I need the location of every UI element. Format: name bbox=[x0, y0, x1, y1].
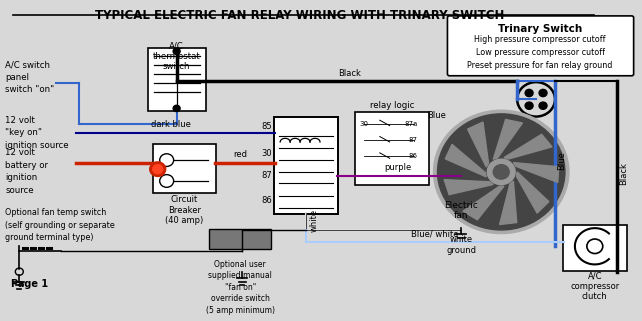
Text: 30: 30 bbox=[360, 121, 369, 127]
Polygon shape bbox=[514, 162, 559, 182]
Text: 12 volt
"key on"
ignition source: 12 volt "key on" ignition source bbox=[5, 116, 69, 150]
FancyBboxPatch shape bbox=[447, 16, 634, 76]
Text: Blue: Blue bbox=[428, 111, 446, 120]
Polygon shape bbox=[493, 119, 523, 159]
Text: Optional fan temp switch
(self grounding or separate
ground terminal type): Optional fan temp switch (self grounding… bbox=[5, 208, 115, 242]
Circle shape bbox=[539, 102, 547, 109]
Polygon shape bbox=[467, 122, 489, 167]
Text: 85: 85 bbox=[261, 122, 272, 131]
Polygon shape bbox=[463, 186, 504, 220]
Circle shape bbox=[539, 89, 547, 97]
FancyBboxPatch shape bbox=[153, 144, 216, 193]
Text: A/C
compressor
clutch: A/C compressor clutch bbox=[570, 272, 620, 301]
Circle shape bbox=[150, 162, 166, 177]
FancyBboxPatch shape bbox=[148, 48, 205, 111]
Polygon shape bbox=[504, 134, 552, 159]
Text: 86: 86 bbox=[408, 153, 417, 160]
Polygon shape bbox=[499, 181, 517, 224]
Polygon shape bbox=[444, 180, 493, 195]
FancyBboxPatch shape bbox=[355, 112, 428, 185]
Text: High pressure compressor cutoff
Low pressure compressor cutoff
Preset pressure f: High pressure compressor cutoff Low pres… bbox=[467, 35, 612, 70]
Polygon shape bbox=[446, 144, 486, 177]
Circle shape bbox=[173, 48, 180, 55]
Text: 87: 87 bbox=[408, 137, 417, 143]
Text: 87a: 87a bbox=[404, 121, 417, 127]
Text: white
ground: white ground bbox=[446, 235, 476, 255]
Circle shape bbox=[487, 159, 515, 185]
Text: 12 volt
battery or
ignition
source: 12 volt battery or ignition source bbox=[5, 148, 48, 195]
Text: Optional user
supplied manual
"fan on"
override switch
(5 amp minimum): Optional user supplied manual "fan on" o… bbox=[206, 260, 275, 315]
Circle shape bbox=[437, 114, 565, 230]
FancyBboxPatch shape bbox=[209, 229, 271, 249]
Text: 87: 87 bbox=[261, 171, 272, 180]
Circle shape bbox=[525, 102, 533, 109]
Circle shape bbox=[525, 89, 533, 97]
Polygon shape bbox=[516, 172, 549, 213]
FancyBboxPatch shape bbox=[274, 117, 338, 213]
FancyBboxPatch shape bbox=[563, 225, 627, 271]
Text: Blue/ white: Blue/ white bbox=[411, 229, 458, 238]
Text: TYPICAL ELECTRIC FAN RELAY WIRING WITH TRINARY SWITCH: TYPICAL ELECTRIC FAN RELAY WIRING WITH T… bbox=[96, 9, 505, 22]
Circle shape bbox=[173, 105, 180, 112]
Circle shape bbox=[153, 165, 162, 174]
Text: dark blue: dark blue bbox=[151, 120, 191, 129]
Text: Black: Black bbox=[619, 162, 628, 185]
Text: Circuit
Breaker
(40 amp): Circuit Breaker (40 amp) bbox=[166, 195, 204, 225]
Circle shape bbox=[433, 110, 569, 234]
Text: white: white bbox=[310, 209, 319, 232]
Text: relay logic: relay logic bbox=[370, 101, 414, 110]
Text: Blue: Blue bbox=[557, 151, 566, 169]
Text: Electric
fan: Electric fan bbox=[444, 201, 478, 220]
Text: A/C
thermostat
switch: A/C thermostat switch bbox=[153, 41, 200, 71]
Text: red: red bbox=[233, 150, 247, 159]
Circle shape bbox=[493, 165, 509, 179]
Text: A/C switch
panel
switch "on": A/C switch panel switch "on" bbox=[5, 60, 55, 94]
Text: purple: purple bbox=[384, 163, 412, 172]
Text: Trinary Switch: Trinary Switch bbox=[498, 24, 582, 34]
Text: Black: Black bbox=[338, 69, 361, 78]
Text: Page 1: Page 1 bbox=[12, 279, 48, 289]
Text: 86: 86 bbox=[261, 196, 272, 205]
Text: 30: 30 bbox=[261, 149, 272, 158]
